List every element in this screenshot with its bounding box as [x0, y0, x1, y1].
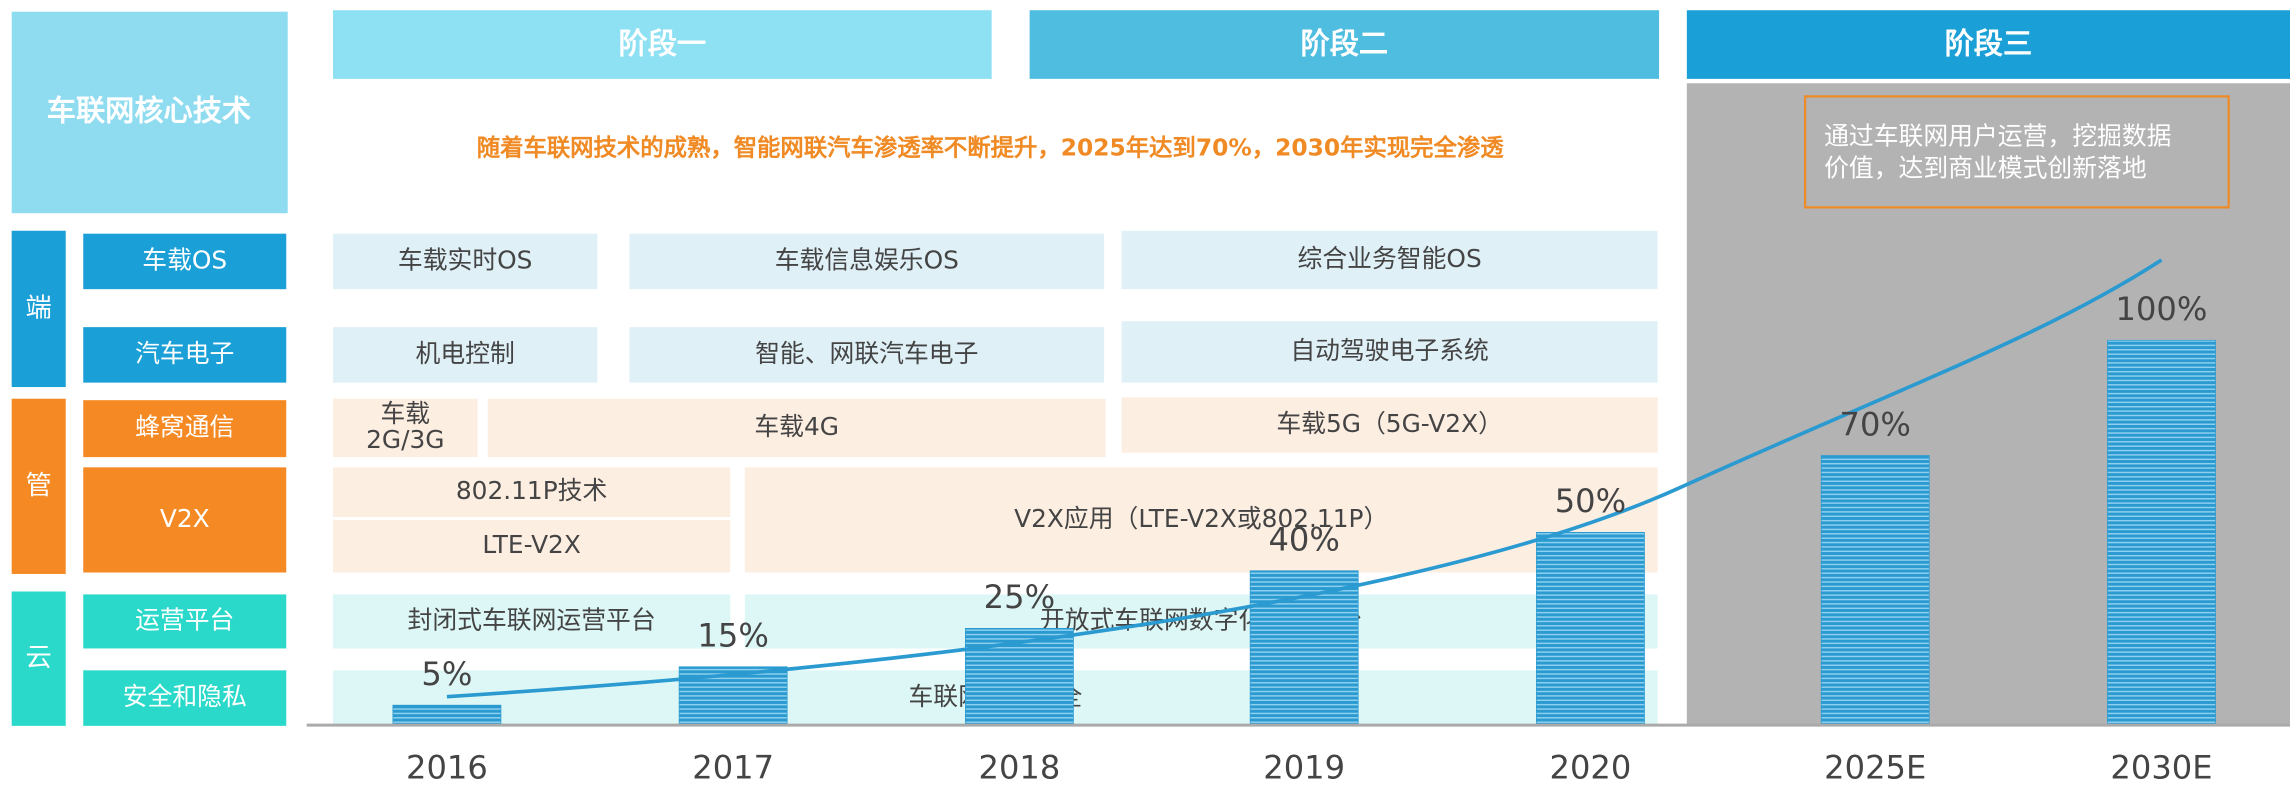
cell: [1121, 397, 1658, 453]
note-box: [1804, 95, 2230, 209]
row-header: [83, 233, 287, 290]
cell-text: 综合业务智能OS: [1298, 244, 1482, 273]
cell-text: 车载4G: [754, 412, 839, 441]
row-label: 汽车电子: [135, 339, 234, 368]
cell-text: V2X应用（LTE-V2X或802.11P）: [1014, 504, 1388, 533]
cell: [332, 233, 598, 290]
value-label: 70%: [1840, 405, 1911, 443]
group-bar: [11, 398, 66, 574]
title-box: [11, 11, 288, 214]
row-header: [83, 327, 287, 383]
cell: [1121, 230, 1658, 290]
value-label: 25%: [984, 578, 1055, 616]
cell: [332, 467, 731, 518]
value-label: 40%: [1268, 521, 1339, 559]
left-title: 车联网核心技术: [47, 93, 251, 127]
cell-text: 车载信息娱乐OS: [775, 245, 959, 274]
cell: [1121, 321, 1658, 383]
row-header: [83, 670, 287, 726]
cell: [629, 233, 1105, 290]
cell: [487, 398, 1106, 458]
x-tick-label: 2025E: [1824, 749, 1926, 785]
headline: 随着车联网技术的成熟，智能网联汽车渗透率不断提升，2025年达到70%，2030…: [477, 133, 1505, 161]
row-label: 安全和隐私: [123, 682, 247, 711]
cell-text: 智能、网联汽车电子: [755, 339, 978, 368]
trend-curve: [446, 258, 2163, 699]
cell-text: 机电控制: [416, 339, 515, 368]
row-label: 蜂窝通信: [135, 413, 234, 442]
cell: [332, 519, 731, 573]
bar: [964, 627, 1074, 725]
group-label: 云: [26, 643, 52, 673]
row-label: 车载OS: [142, 245, 227, 274]
value-label: 100%: [2116, 290, 2208, 328]
x-tick-label: 2030E: [2110, 749, 2212, 785]
group-bar: [11, 591, 66, 726]
cell-text: 车载实时OS: [398, 245, 533, 274]
bar: [2107, 339, 2216, 725]
cell-text: 封闭式车联网运营平台: [408, 605, 656, 634]
bar: [392, 704, 502, 725]
cell: [629, 327, 1105, 383]
group-label: 管: [26, 471, 52, 501]
x-tick-label: 2019: [1263, 749, 1345, 785]
x-tick-label: 2016: [406, 749, 488, 785]
row-header: [83, 400, 287, 458]
note-line: 价值，达到商业模式创新落地: [1824, 153, 2147, 182]
cell: [332, 398, 478, 458]
x-tick-label: 2020: [1550, 749, 1632, 785]
group-bar: [11, 230, 66, 388]
value-label: 50%: [1555, 482, 1626, 520]
stage-label: 阶段二: [1301, 26, 1389, 60]
cell-text: 802.11P技术: [456, 476, 607, 505]
value-label: 5%: [421, 655, 472, 693]
stage-header: [332, 10, 992, 79]
cell-text: 车载: [380, 399, 430, 428]
cell-text: LTE-V2X: [482, 530, 581, 559]
cell: [332, 327, 598, 383]
stage-header: [1029, 10, 1660, 79]
cell: [332, 594, 731, 649]
row-label: V2X: [160, 504, 210, 533]
x-tick-label: 2018: [979, 749, 1061, 785]
note-line: 通过车联网用户运营，挖掘数据: [1824, 121, 2171, 150]
value-label: 15%: [697, 617, 768, 655]
row-header: [83, 594, 287, 649]
stage-header: [1686, 10, 2290, 79]
x-tick-label: 2017: [692, 749, 774, 785]
cell-text: 自动驾驶电子系统: [1290, 336, 1489, 365]
row-label: 运营平台: [135, 605, 234, 634]
bar: [1536, 531, 1645, 725]
group-label: 端: [26, 293, 52, 323]
cell-text: 2G/3G: [366, 425, 444, 454]
cell: [744, 594, 1658, 649]
cell-text: 车载5G（5G-V2X）: [1276, 409, 1503, 438]
stage-label: 阶段一: [619, 26, 707, 60]
bar: [1249, 570, 1359, 725]
stage-label: 阶段三: [1945, 26, 2033, 60]
bar: [1820, 455, 1930, 725]
cell: [744, 467, 1658, 573]
row-header: [83, 467, 287, 573]
